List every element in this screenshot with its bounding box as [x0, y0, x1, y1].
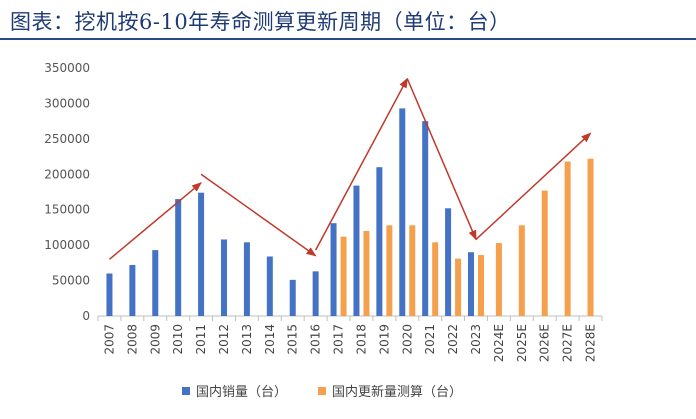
trend-arrow: [475, 132, 592, 241]
y-tick-label: 200000: [44, 167, 90, 181]
bar-domestic-sales: [445, 208, 452, 316]
y-tick-label: 350000: [44, 61, 90, 75]
bar-update-estimate: [363, 230, 370, 316]
bar-domestic-sales: [468, 252, 474, 316]
bar-update-estimate: [386, 225, 393, 316]
bar-domestic-sales: [376, 167, 383, 316]
x-tick-label: 2027E: [561, 324, 575, 362]
x-tick-label: 2026E: [538, 324, 552, 362]
y-tick-label: 250000: [44, 132, 90, 146]
bar-domestic-sales: [129, 264, 136, 316]
x-tick-label: 2012: [217, 324, 231, 355]
x-tick-label: 2013: [240, 324, 254, 355]
bar-update-estimate: [432, 242, 439, 316]
bar-update-estimate: [495, 243, 502, 316]
x-tick-label: 2009: [148, 324, 162, 355]
x-tick-label: 2025E: [515, 324, 529, 362]
x-tick-label: 2020: [400, 324, 414, 355]
legend-swatch-domestic: [182, 386, 190, 395]
bar-update-estimate: [455, 258, 462, 316]
trend-arrow: [200, 173, 317, 257]
x-tick-label: 2017: [332, 324, 346, 355]
bar-update-estimate: [409, 225, 416, 316]
x-tick-label: 2024E: [492, 324, 506, 362]
y-tick-label: 100000: [44, 238, 90, 252]
title-divider: [0, 38, 696, 40]
x-tick-label: 2014: [263, 324, 277, 355]
x-tick-label: 2022: [446, 324, 460, 355]
x-tick-label: 2007: [102, 324, 116, 355]
bar-domestic-sales: [330, 223, 337, 316]
chart-title: 图表：挖机按6-10年寿命测算更新周期（单位：台）: [10, 10, 511, 34]
bars: [106, 108, 594, 317]
y-tick-label: 150000: [44, 203, 90, 217]
y-tick-label: 300000: [44, 96, 90, 110]
bar-domestic-sales: [152, 250, 159, 316]
bar-domestic-sales: [221, 239, 227, 316]
x-tick-label: 2008: [125, 324, 139, 355]
bar-domestic-sales: [243, 242, 250, 316]
x-tick-label: 2015: [286, 324, 300, 355]
bar-domestic-sales: [266, 256, 273, 316]
legend-item-update: 国内更新量测算（台）: [318, 381, 462, 400]
x-tick-label: 2021: [423, 324, 437, 355]
x-tick-label: 2028E: [584, 324, 598, 362]
y-axis: 0 50000 100000 150000 200000 250000 300000 3500…: [44, 61, 90, 323]
bar-update-estimate: [518, 225, 525, 316]
title-bar: 图表：挖机按6-10年寿命测算更新周期（单位：台）: [0, 0, 696, 44]
bar-update-estimate: [564, 161, 571, 316]
x-tick-label: 2019: [377, 324, 391, 355]
x-tick-label: 2016: [309, 324, 323, 355]
bar-domestic-sales: [312, 271, 319, 316]
y-tick-label: 50000: [52, 274, 90, 288]
x-tick-label: 2023: [469, 324, 483, 355]
trend-arrow: [314, 77, 408, 251]
trend-arrow: [108, 182, 202, 260]
bar-domestic-sales: [198, 192, 205, 316]
bar-domestic-sales: [353, 185, 360, 316]
x-tick-label: 2018: [354, 324, 368, 355]
x-tick-label: 2010: [171, 324, 185, 355]
bar-domestic-sales: [422, 121, 429, 317]
bar-update-estimate: [587, 158, 594, 316]
legend-label-domestic: 国内销量（台）: [196, 385, 288, 400]
bar-domestic-sales: [106, 273, 113, 316]
x-tick-label: 2011: [194, 324, 208, 355]
bar-update-estimate: [478, 255, 484, 316]
chart-area: 0 50000 100000 150000 200000 250000 300000 3500…: [44, 61, 603, 362]
legend-label-update: 国内更新量测算（台）: [332, 385, 463, 400]
bar-domestic-sales: [175, 199, 182, 316]
legend-swatch-update: [318, 386, 326, 395]
bar-domestic-sales: [289, 279, 296, 316]
trend-arrows: [108, 77, 592, 260]
legend-item-domestic: 国内销量（台）: [182, 381, 287, 400]
y-tick-label: 0: [82, 309, 90, 323]
bar-update-estimate: [541, 190, 548, 316]
x-axis: 2007 2008 2009 2010 2011 2012 2013 2014 2015 2016…: [97, 315, 603, 362]
bar-domestic-sales: [399, 108, 406, 316]
trend-arrow: [406, 78, 477, 241]
bar-update-estimate: [340, 236, 347, 316]
